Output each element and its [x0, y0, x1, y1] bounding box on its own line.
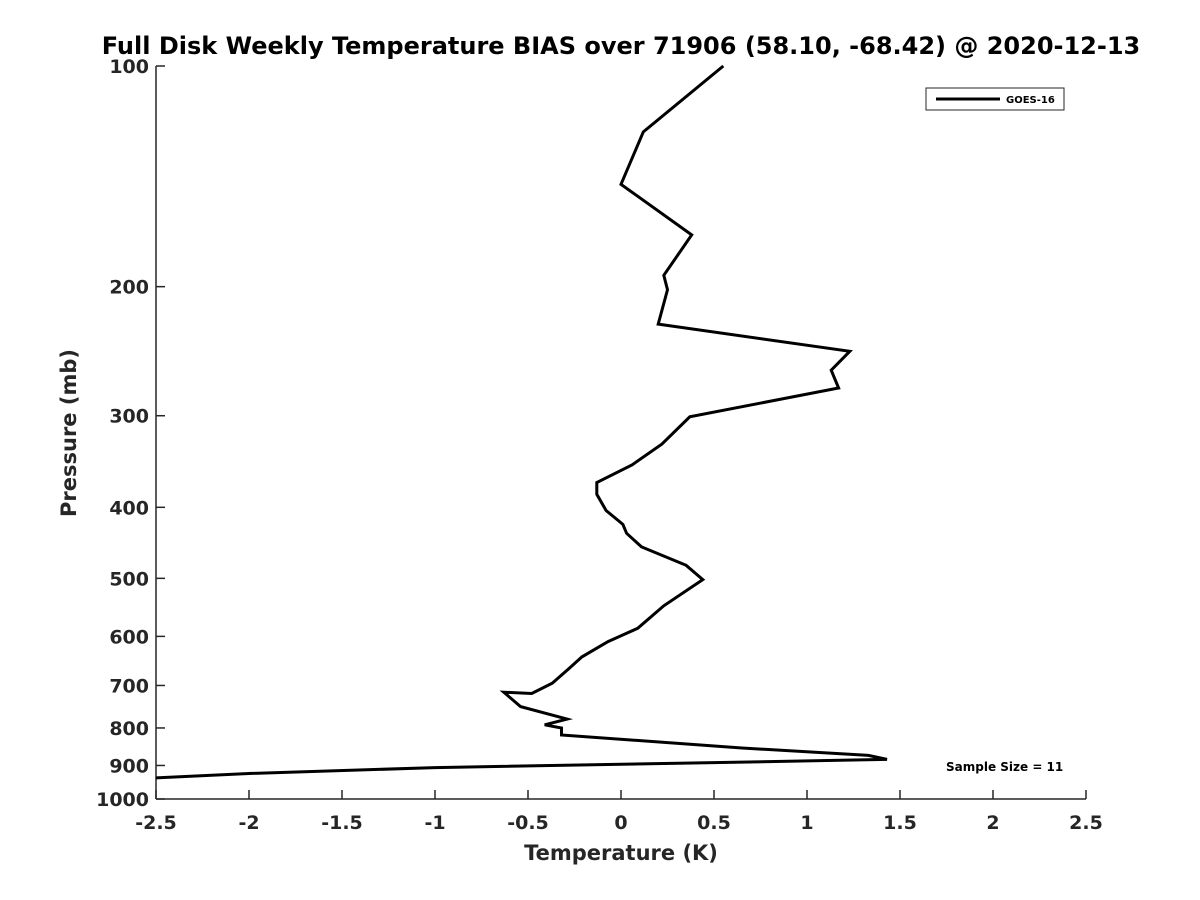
y-tick-label: 600 [109, 626, 149, 648]
y-tick-label: 100 [109, 56, 149, 78]
y-ticks: 100 200 300 400 500 600 700 800 900 1000 [96, 56, 165, 811]
legend-entry-goes-16: GOES-16 [1006, 95, 1055, 106]
x-tick-label: -2.5 [135, 812, 177, 834]
chart-title: Full Disk Weekly Temperature BIAS over 7… [102, 32, 1141, 60]
x-tick-label: 2 [986, 812, 999, 834]
x-tick-label: 2.5 [1069, 812, 1103, 834]
x-tick-label: -1.5 [321, 812, 363, 834]
legend: GOES-16 [925, 87, 1065, 111]
y-axis-label: Pressure (mb) [57, 349, 81, 517]
y-tick-label: 200 [109, 277, 149, 299]
x-tick-label: -1 [424, 812, 445, 834]
axes [155, 66, 1086, 800]
y-tick-label: 800 [109, 718, 149, 740]
y-tick-label: 1000 [96, 789, 149, 811]
x-tick-label: 1 [800, 812, 813, 834]
y-tick-label: 300 [109, 406, 149, 428]
y-tick-label: 700 [109, 675, 149, 697]
x-tick-label: 0 [614, 812, 627, 834]
x-tick-label: -2 [238, 812, 259, 834]
y-tick-label: 500 [109, 568, 149, 590]
x-ticks: -2.5 -2 -1.5 -1 -0.5 0 0.5 1 1.5 2 2.5 [135, 790, 1103, 834]
x-tick-label: -0.5 [507, 812, 549, 834]
sample-size-annotation: Sample Size = 11 [946, 760, 1063, 774]
x-axis-label: Temperature (K) [524, 841, 718, 865]
x-tick-label: 1.5 [883, 812, 917, 834]
x-tick-label: 0.5 [697, 812, 731, 834]
y-tick-label: 900 [109, 755, 149, 777]
y-tick-label: 400 [109, 497, 149, 519]
series-line-goes-16 [156, 64, 888, 780]
series-layer [156, 64, 888, 780]
